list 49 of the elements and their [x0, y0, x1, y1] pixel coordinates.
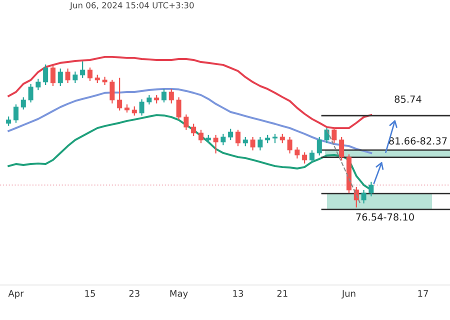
- candlestick: [235, 130, 240, 146]
- candlestick: [191, 124, 196, 136]
- candlestick: [332, 128, 337, 144]
- candlestick: [309, 150, 314, 163]
- candlestick: [110, 80, 115, 104]
- candlestick: [50, 66, 56, 86]
- candlestick: [28, 84, 34, 102]
- text: Jun 06, 2024 15:04 UTC+3:30: [70, 2, 194, 10]
- candlestick: [213, 134, 218, 154]
- candlestick: [316, 136, 322, 156]
- candlestick: [258, 136, 263, 150]
- candlestick: [220, 134, 226, 146]
- candlestick: [184, 114, 189, 130]
- candlestick: [161, 88, 166, 102]
- x-tick-label: May: [170, 290, 188, 299]
- candlestick: [58, 68, 63, 86]
- candlestick: [287, 136, 292, 154]
- candlestick: [80, 61, 86, 78]
- candlestick: [117, 78, 122, 111]
- band-label: 76.54-78.10: [356, 213, 414, 221]
- candlestick: [139, 99, 144, 116]
- candlestick: [36, 78, 41, 90]
- x-tick-label: 15: [85, 290, 95, 297]
- candlestick: [102, 76, 108, 86]
- candlestick: [250, 136, 256, 150]
- x-tick-label: Jun: [341, 290, 356, 299]
- candlestick: [20, 97, 26, 110]
- band-label: 81.66-82.37: [389, 137, 447, 145]
- candlestick: [13, 104, 18, 123]
- candlestick: [368, 182, 374, 196]
- candlestick: [198, 130, 204, 144]
- annotation: 85.74: [394, 95, 422, 103]
- candlestick: [65, 68, 70, 83]
- candlestick: [324, 128, 330, 144]
- candlestick: [228, 128, 234, 140]
- candlestick: [339, 136, 344, 161]
- candlestick: [302, 152, 308, 164]
- candlestick: [361, 190, 366, 204]
- x-tick-label: 13: [233, 290, 244, 297]
- x-tick-label: 17: [418, 290, 428, 297]
- candlestick: [168, 88, 174, 104]
- x-tick-label: 23: [129, 290, 140, 297]
- x-tick-label: 21: [277, 290, 288, 297]
- candlestick: [176, 97, 182, 120]
- candlestick: [294, 147, 300, 158]
- candlestick: [43, 64, 48, 86]
- x-tick-label: Apr: [8, 290, 24, 299]
- candlestick: [87, 68, 92, 81]
- candlestick: [72, 72, 78, 83]
